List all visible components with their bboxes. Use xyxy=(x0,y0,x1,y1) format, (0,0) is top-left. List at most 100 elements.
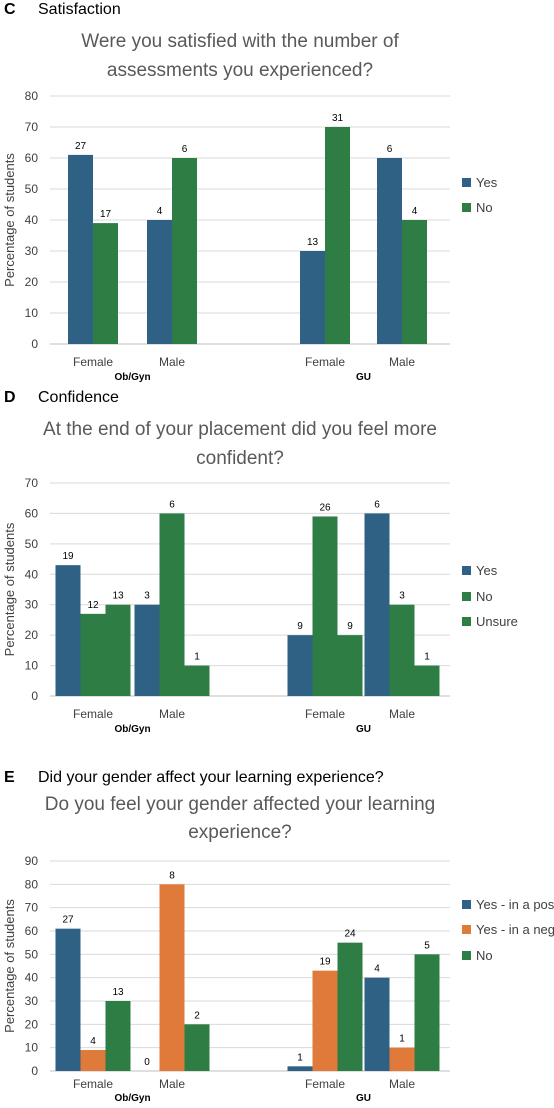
group-label: Ob/Gyn xyxy=(114,1093,150,1104)
y-tick-label: 30 xyxy=(25,244,39,258)
group-label: GU xyxy=(356,724,371,735)
x-tick-label: Male xyxy=(159,355,185,369)
bar xyxy=(80,613,106,696)
data-label: 6 xyxy=(387,144,393,155)
y-tick-label: 20 xyxy=(25,275,39,289)
data-label: 9 xyxy=(297,621,303,632)
chart-title-line: Do you feel your gender affected your le… xyxy=(45,794,435,815)
bar xyxy=(55,565,81,696)
data-label: 27 xyxy=(75,141,87,152)
chart-title-line: assessments you experienced? xyxy=(107,60,373,81)
chart-title-line: confident? xyxy=(196,448,284,469)
chart-title-line: At the end of your placement did you fee… xyxy=(43,419,437,440)
data-label: 4 xyxy=(90,1036,96,1047)
bar xyxy=(414,954,440,1071)
y-tick-label: 60 xyxy=(25,151,39,165)
y-tick-label: 10 xyxy=(25,659,39,673)
data-label: 6 xyxy=(182,144,188,155)
y-tick-label: 70 xyxy=(25,120,39,134)
legend-swatch xyxy=(462,900,471,909)
data-label: 13 xyxy=(112,591,124,602)
y-tick-label: 30 xyxy=(25,598,39,612)
data-label: 1 xyxy=(297,1052,303,1063)
bar xyxy=(55,928,81,1071)
legend-swatch xyxy=(462,925,471,934)
y-tick-label: 20 xyxy=(25,1017,39,1031)
x-tick-label: Female xyxy=(73,707,113,721)
data-label: 1 xyxy=(194,652,200,663)
bar xyxy=(337,635,363,696)
legend-label: No xyxy=(476,589,493,604)
chart-panel-D: D Confidence At the end of your placement … xyxy=(2,389,518,735)
panel-letter: E xyxy=(4,769,15,786)
bar xyxy=(80,1050,106,1071)
legend-swatch xyxy=(462,566,471,575)
y-tick-label: 70 xyxy=(25,476,39,490)
data-label: 31 xyxy=(332,113,344,124)
bar xyxy=(105,604,131,696)
data-label: 6 xyxy=(169,499,175,510)
y-tick-label: 50 xyxy=(25,182,39,196)
data-label: 27 xyxy=(62,915,74,926)
legend-label: No xyxy=(476,200,493,215)
y-axis-label: Percentage of students xyxy=(2,522,17,656)
bar xyxy=(287,1066,313,1071)
panel-heading: Confidence xyxy=(38,389,119,406)
bar xyxy=(312,970,338,1071)
legend-label: Yes xyxy=(476,563,498,578)
bar xyxy=(147,220,172,344)
y-tick-label: 10 xyxy=(25,1041,39,1055)
data-label: 24 xyxy=(344,929,356,940)
y-tick-label: 0 xyxy=(31,337,38,351)
y-tick-label: 90 xyxy=(25,854,39,868)
bar xyxy=(364,513,390,696)
bar xyxy=(159,513,185,696)
y-tick-label: 20 xyxy=(25,628,39,642)
x-tick-label: Male xyxy=(159,707,185,721)
y-tick-label: 50 xyxy=(25,537,39,551)
bar xyxy=(184,1024,210,1071)
group-label: Ob/Gyn xyxy=(114,724,150,735)
x-tick-label: Female xyxy=(305,355,345,369)
x-tick-label: Male xyxy=(159,1077,185,1091)
panel-heading: Satisfaction xyxy=(38,1,121,18)
bar xyxy=(184,665,210,696)
legend-label: Yes - in a negative way xyxy=(476,922,554,937)
chart-title-line: Were you satisfied with the number of xyxy=(81,31,399,52)
y-tick-label: 40 xyxy=(25,971,39,985)
data-label: 9 xyxy=(347,621,353,632)
y-tick-label: 50 xyxy=(25,947,39,961)
x-tick-label: Female xyxy=(73,1077,113,1091)
y-tick-label: 0 xyxy=(31,1064,38,1078)
bar xyxy=(172,158,197,344)
data-label: 26 xyxy=(319,502,331,513)
bar xyxy=(287,635,313,696)
y-tick-label: 40 xyxy=(25,213,39,227)
y-axis-label: Percentage of students xyxy=(2,153,17,287)
data-label: 5 xyxy=(424,940,430,951)
y-tick-label: 10 xyxy=(25,306,39,320)
bar xyxy=(389,604,415,696)
y-tick-label: 80 xyxy=(25,89,39,103)
bar xyxy=(364,977,390,1071)
data-label: 0 xyxy=(144,1057,150,1068)
bar xyxy=(159,884,185,1071)
bar xyxy=(377,158,402,344)
panel-letter: C xyxy=(4,1,16,18)
data-label: 13 xyxy=(307,237,319,248)
y-axis-label: Percentage of students xyxy=(2,899,17,1033)
legend-label: No xyxy=(476,948,493,963)
y-tick-label: 0 xyxy=(31,689,38,703)
x-tick-label: Male xyxy=(389,355,415,369)
y-tick-label: 60 xyxy=(25,506,39,520)
x-tick-label: Male xyxy=(389,1077,415,1091)
data-label: 1 xyxy=(399,1034,405,1045)
chart-title-line: experience? xyxy=(188,822,292,843)
data-label: 2 xyxy=(194,1010,200,1021)
data-label: 3 xyxy=(399,591,405,602)
legend-label: Yes - in a positive way xyxy=(476,897,554,912)
y-tick-label: 30 xyxy=(25,994,39,1008)
data-label: 13 xyxy=(112,987,124,998)
bar xyxy=(402,220,427,344)
